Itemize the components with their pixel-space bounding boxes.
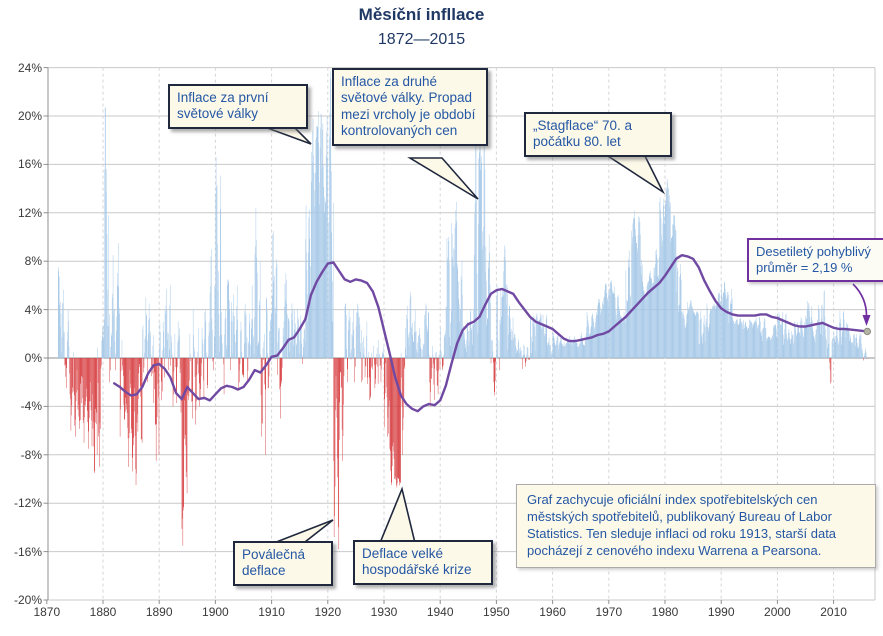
x-axis-tick-label: 1960 [539,605,566,619]
x-axis-tick-label: 2000 [764,605,791,619]
callout-stagflation: „Stagflace“ 70. a počátku 80. let [524,112,672,157]
y-axis-tick-label: -16% [13,544,42,559]
y-axis-tick-label: 12% [17,205,42,220]
x-axis-tick-label: 1870 [33,605,61,619]
y-axis-tick-label: 16% [17,157,42,172]
moving-average-end-dot [863,327,872,336]
x-axis-tick-label: 1930 [370,605,398,619]
x-axis-tick-label: 2010 [820,605,847,619]
moving-average-arrowhead [862,315,871,326]
callout-tail-ww2 [407,157,479,200]
y-axis-tick-label: 0% [24,351,42,365]
x-axis-tick-label: 1900 [202,605,229,619]
callout-great-depression: Deflace velké hospodářské krize [353,540,493,585]
callout-tail-depression [378,486,417,544]
x-axis-tick-label: 1920 [314,605,342,619]
callout-ww2-inflation: Inflace za druhé světové války. Propad m… [332,68,488,146]
callout-tail-stagflation [605,155,666,195]
chart-subtitle: 1872—2015 [377,31,466,48]
callout-moving-average: Desetiletý pohyblivý průměr = 2,19 % [747,238,883,282]
x-axis-tick-label: 1950 [483,605,510,619]
moving-average-arrow [852,283,868,318]
y-axis-tick-label: 20% [17,109,42,123]
callout-ww1-inflation: Inflace za první světové války [168,84,308,129]
x-axis-tick-label: 1970 [595,605,623,619]
x-axis-tick-label: 1940 [426,605,454,619]
callout-postwar-deflation: Poválečná deflace [233,541,333,586]
y-axis-tick-label: 8% [24,254,42,269]
x-axis-tick-label: 1880 [89,605,117,619]
y-axis-tick-label: -20% [13,593,42,607]
y-axis-tick-label: 4% [24,302,42,317]
moving-average-line [113,254,869,413]
x-axis-tick-label: 1980 [651,605,679,619]
source-note-box: Graf zachycuje oficiální index spotřebit… [516,484,876,568]
x-axis-tick-label: 1910 [258,605,285,619]
x-axis-tick-label: 1990 [707,605,735,619]
x-axis-tick-label: 1890 [145,605,173,619]
y-axis-tick-label: -8% [20,447,42,462]
y-axis-tick-label: -12% [13,496,42,511]
y-axis-tick-label: 24% [17,60,42,75]
chart-title: Měsíční infllace [358,5,485,24]
y-axis-tick-label: -4% [20,399,42,414]
